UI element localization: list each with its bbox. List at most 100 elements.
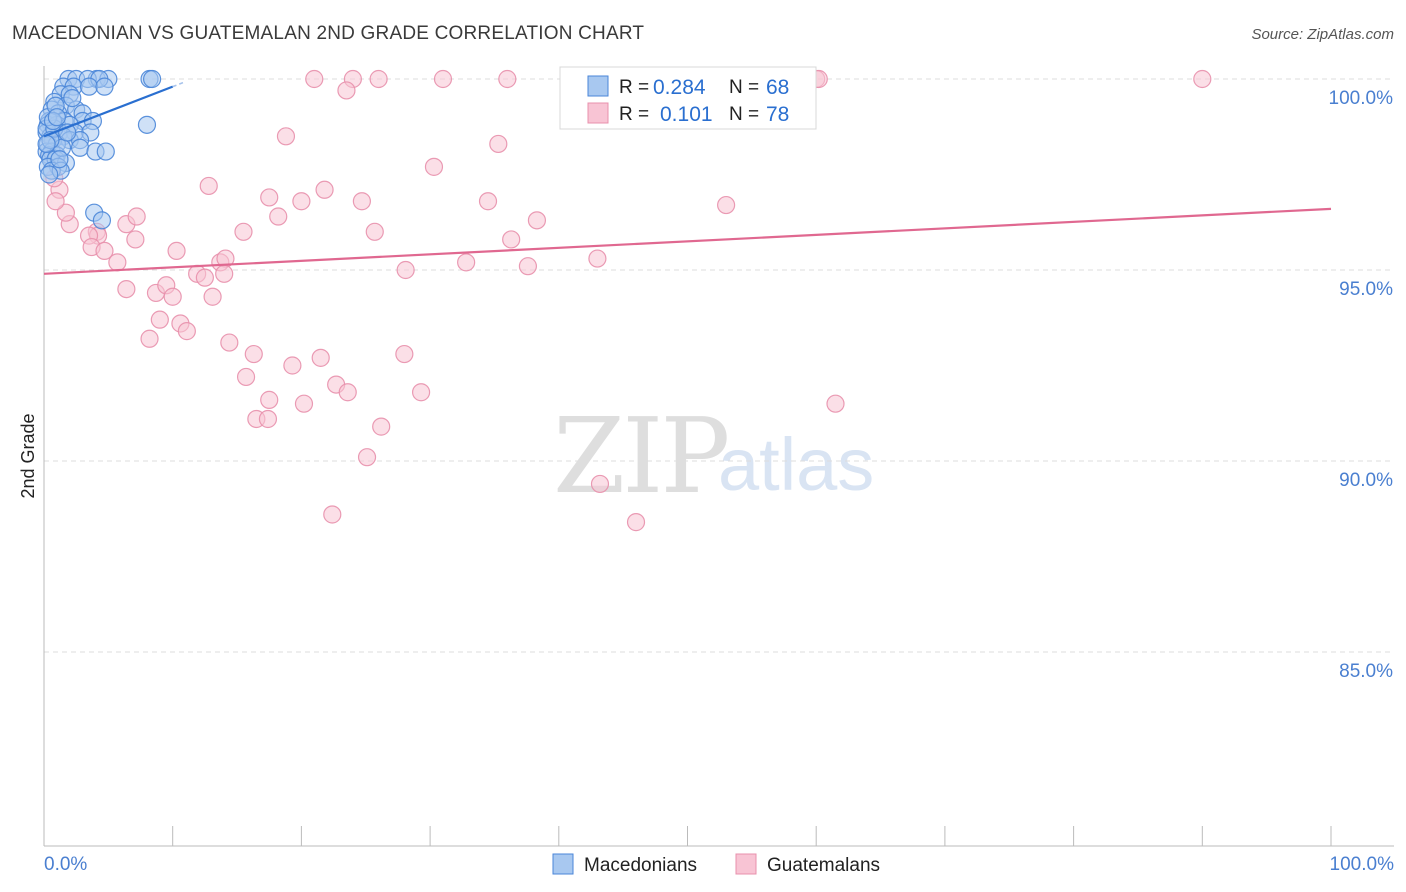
legend-swatch-guatemalans xyxy=(587,102,609,124)
y-tick-label: 95.0% xyxy=(1339,279,1393,300)
point-guatemalan xyxy=(56,203,75,222)
y-tick-label: 85.0% xyxy=(1339,661,1393,682)
point-guatemalan xyxy=(127,207,146,226)
stats-legend: R = 0.284 N = 68 R = 0.101 N = 78 xyxy=(559,66,817,130)
point-guatemalan xyxy=(236,367,256,387)
chart-source: Source: ZipAtlas.com xyxy=(1251,26,1394,43)
x-tick-label-right: 100.0% xyxy=(1330,854,1395,875)
y-axis-label: 2nd Grade xyxy=(18,413,38,498)
series-macedonians xyxy=(37,69,162,230)
legend-n-label: N = xyxy=(729,77,759,98)
point-guatemalan xyxy=(527,211,547,230)
point-guatemalan xyxy=(269,207,288,226)
legend-n-value-macedonians: 68 xyxy=(766,76,789,99)
point-macedonian xyxy=(50,150,69,169)
point-guatemalan xyxy=(203,287,222,306)
point-macedonian xyxy=(96,142,115,161)
gridlines xyxy=(44,78,1394,653)
point-guatemalan xyxy=(489,134,508,154)
point-guatemalan xyxy=(1193,69,1212,89)
legend-r-label: R = xyxy=(619,77,649,98)
point-guatemalan xyxy=(717,195,736,215)
legend-n-value-guatemalans: 78 xyxy=(766,103,789,126)
point-guatemalan xyxy=(292,192,311,211)
x-axis-ticks xyxy=(43,826,1332,846)
point-macedonian xyxy=(92,211,112,230)
y-axis-tick-labels: 100.0% 95.0% 90.0% 85.0% xyxy=(1329,88,1394,682)
point-guatemalan xyxy=(117,280,136,299)
chart-title: MACEDONIAN VS GUATEMALAN 2ND GRADE CORRE… xyxy=(12,23,644,44)
point-guatemalan xyxy=(478,192,498,211)
point-guatemalan xyxy=(195,268,214,287)
x-tick-label-left: 0.0% xyxy=(44,854,87,875)
point-guatemalan xyxy=(150,310,169,329)
point-guatemalan xyxy=(234,222,253,241)
point-guatemalan xyxy=(337,81,356,100)
trend-lines xyxy=(43,80,1332,275)
point-guatemalan xyxy=(588,249,607,268)
point-guatemalan xyxy=(276,127,296,146)
point-guatemalan xyxy=(199,176,218,196)
legend-r-value-guatemalans: 0.101 xyxy=(660,103,713,126)
point-guatemalan xyxy=(626,513,646,532)
y-tick-label: 90.0% xyxy=(1339,470,1393,491)
y-tick-label: 100.0% xyxy=(1329,88,1394,109)
point-guatemalan xyxy=(369,69,388,89)
point-guatemalan xyxy=(365,222,384,241)
point-guatemalan xyxy=(433,69,453,89)
point-guatemalan xyxy=(167,241,186,260)
trend-line-guatemalans xyxy=(43,207,1332,275)
bottom-legend-label-macedonians: Macedonians xyxy=(584,855,697,876)
legend-swatch-macedonians xyxy=(587,75,609,97)
point-guatemalan xyxy=(590,474,610,494)
point-guatemalan xyxy=(311,348,330,367)
point-guatemalan xyxy=(46,192,65,211)
point-macedonian xyxy=(40,165,59,184)
trend-line-macedonians xyxy=(43,85,174,138)
bottom-legend-label-guatemalans: Guatemalans xyxy=(767,855,880,876)
point-macedonian xyxy=(79,77,99,96)
point-guatemalan xyxy=(258,409,278,429)
point-guatemalan xyxy=(826,394,845,413)
point-guatemalan xyxy=(260,390,279,409)
point-guatemalan xyxy=(177,322,196,341)
point-guatemalan xyxy=(411,383,431,402)
point-guatemalan xyxy=(338,383,357,402)
point-guatemalan xyxy=(305,69,324,89)
point-guatemalan xyxy=(457,253,476,272)
point-guatemalan xyxy=(163,287,182,306)
point-guatemalan xyxy=(315,180,334,199)
trend-line-macedonians-extension xyxy=(172,80,186,88)
point-guatemalan xyxy=(140,329,159,348)
point-guatemalan xyxy=(396,260,415,280)
point-macedonian xyxy=(63,88,82,108)
point-guatemalan xyxy=(372,417,391,436)
point-macedonian xyxy=(37,134,56,154)
point-guatemalan xyxy=(95,241,114,260)
legend-n-label: N = xyxy=(729,104,759,125)
point-guatemalan xyxy=(502,230,521,249)
series-legend: Macedonians Guatemalans xyxy=(552,853,880,876)
point-macedonian xyxy=(47,108,66,127)
point-macedonian xyxy=(143,69,162,89)
point-guatemalan xyxy=(323,505,342,524)
point-guatemalan xyxy=(424,157,444,176)
point-guatemalan xyxy=(220,333,239,352)
point-guatemalan xyxy=(215,264,234,283)
watermark-atlas: atlas xyxy=(718,423,874,506)
legend-r-label: R = xyxy=(619,104,649,125)
point-macedonian xyxy=(95,77,114,96)
point-guatemalan xyxy=(518,257,538,276)
point-guatemalan xyxy=(395,344,414,364)
point-guatemalan xyxy=(260,188,279,207)
point-guatemalan xyxy=(352,192,371,211)
point-guatemalan xyxy=(357,448,377,467)
point-macedonian xyxy=(137,115,157,134)
point-guatemalan xyxy=(244,344,263,364)
bottom-legend-swatch-guatemalans xyxy=(735,853,757,875)
bottom-legend-swatch-macedonians xyxy=(552,853,574,875)
point-guatemalan xyxy=(108,253,127,272)
point-guatemalan xyxy=(294,394,314,413)
point-guatemalan xyxy=(283,356,302,375)
